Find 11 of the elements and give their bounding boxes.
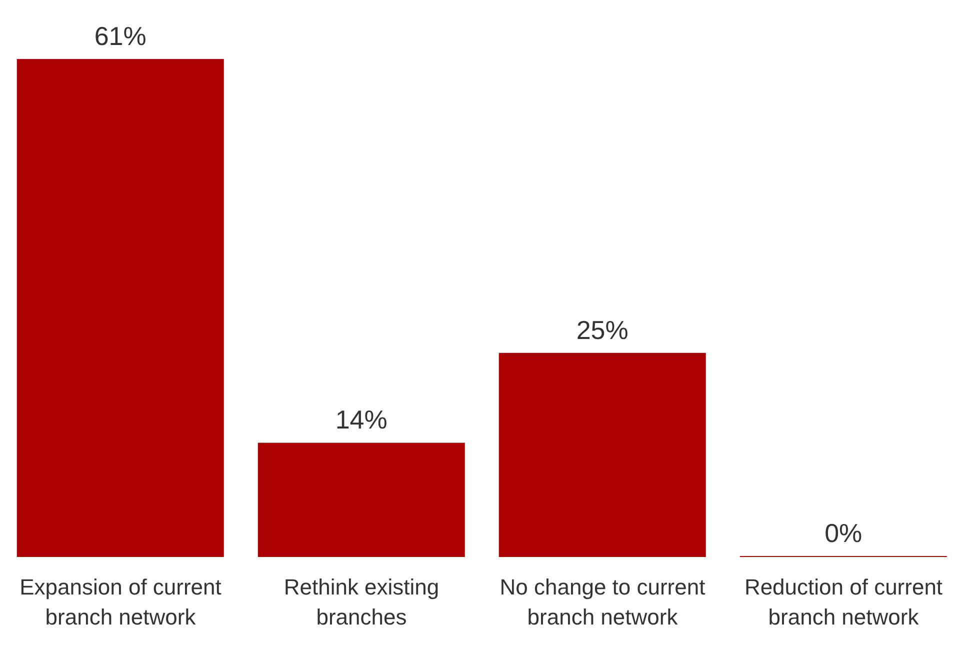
x-tick-label: Rethink existing branches (284, 574, 440, 630)
x-tick-label: No change to current branch network (500, 574, 706, 630)
data-label: 14% (335, 404, 388, 435)
data-label: 0% (824, 518, 862, 548)
bar (498, 352, 706, 557)
x-tick-label: Reduction of current branch network (744, 574, 943, 630)
bar (258, 442, 465, 557)
bar (16, 59, 224, 557)
data-label: 25% (576, 314, 628, 345)
data-label: 61% (94, 21, 146, 51)
x-tick-label: Expansion of current branch network (20, 574, 222, 630)
